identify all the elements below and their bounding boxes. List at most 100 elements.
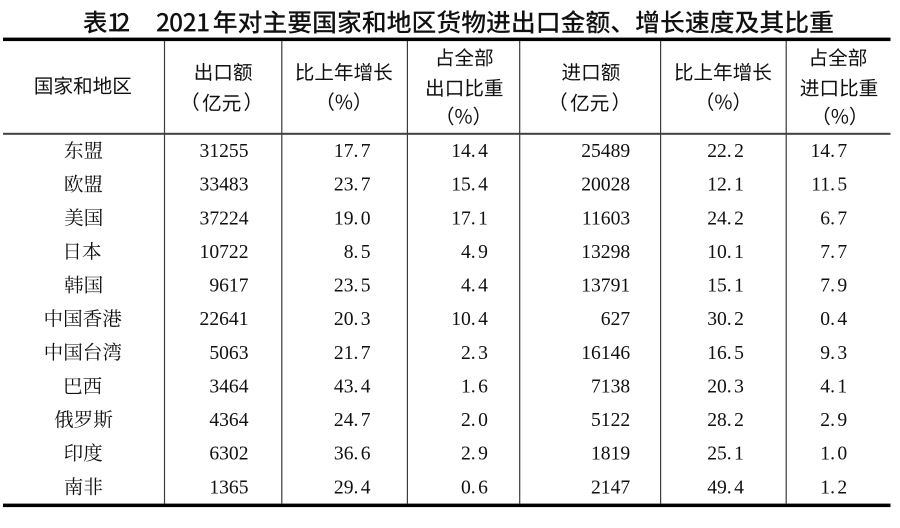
svg-text:21.: 21. <box>334 343 359 364</box>
svg-text:4.: 4. <box>461 276 476 297</box>
svg-text:1.: 1. <box>820 477 835 498</box>
svg-text:25489: 25489 <box>581 141 630 162</box>
svg-text:4.: 4. <box>461 242 476 263</box>
svg-text:24.: 24. <box>707 208 732 229</box>
svg-text:6: 6 <box>478 477 488 498</box>
svg-text:9: 9 <box>478 444 488 465</box>
svg-text:5: 5 <box>837 175 847 196</box>
svg-text:6: 6 <box>361 444 371 465</box>
svg-text:19.: 19. <box>334 208 359 229</box>
svg-text:7138: 7138 <box>591 376 630 397</box>
svg-text:1: 1 <box>734 175 744 196</box>
svg-text:7: 7 <box>837 242 847 263</box>
svg-text:7: 7 <box>361 141 371 162</box>
svg-text:3: 3 <box>837 343 847 364</box>
svg-text:1: 1 <box>478 208 488 229</box>
svg-text:4: 4 <box>478 141 488 162</box>
svg-text:7: 7 <box>361 410 371 431</box>
svg-text:3: 3 <box>734 376 744 397</box>
svg-text:10.: 10. <box>707 242 732 263</box>
svg-text:28.: 28. <box>707 410 732 431</box>
svg-text:2.: 2. <box>461 410 476 431</box>
svg-text:9: 9 <box>837 410 847 431</box>
svg-text:5: 5 <box>361 242 371 263</box>
svg-text:5: 5 <box>734 343 744 364</box>
svg-text:1: 1 <box>837 376 847 397</box>
svg-text:23.: 23. <box>334 175 359 196</box>
svg-text:2147: 2147 <box>591 477 630 498</box>
svg-text:16146: 16146 <box>581 343 630 364</box>
svg-text:1.: 1. <box>820 444 835 465</box>
svg-text:7.: 7. <box>820 242 835 263</box>
svg-text:20.: 20. <box>334 309 359 330</box>
svg-text:1: 1 <box>734 276 744 297</box>
svg-text:7: 7 <box>837 208 847 229</box>
svg-text:14.: 14. <box>811 141 836 162</box>
svg-text:1: 1 <box>734 242 744 263</box>
svg-text:2: 2 <box>734 208 744 229</box>
svg-text:1: 1 <box>734 444 744 465</box>
svg-text:6: 6 <box>478 376 488 397</box>
svg-text:2.: 2. <box>461 444 476 465</box>
svg-text:4: 4 <box>478 175 488 196</box>
svg-text:9617: 9617 <box>209 276 248 297</box>
svg-text:0: 0 <box>478 410 488 431</box>
svg-text:14.: 14. <box>451 141 476 162</box>
svg-text:9: 9 <box>478 242 488 263</box>
svg-text:15.: 15. <box>451 175 476 196</box>
svg-text:627: 627 <box>601 309 631 330</box>
svg-text:15.: 15. <box>707 276 732 297</box>
svg-text:13791: 13791 <box>581 276 630 297</box>
svg-text:5: 5 <box>361 276 371 297</box>
svg-text:17.: 17. <box>334 141 359 162</box>
svg-text:4: 4 <box>837 309 847 330</box>
svg-text:24.: 24. <box>334 410 359 431</box>
svg-text:10.: 10. <box>451 309 476 330</box>
svg-text:6.: 6. <box>820 208 835 229</box>
svg-text:16.: 16. <box>707 343 732 364</box>
svg-text:4.: 4. <box>820 376 835 397</box>
svg-text:2: 2 <box>734 309 744 330</box>
svg-text:13298: 13298 <box>581 242 630 263</box>
svg-text:20.: 20. <box>707 376 732 397</box>
svg-text:7: 7 <box>361 343 371 364</box>
svg-text:1819: 1819 <box>591 444 630 465</box>
svg-text:3: 3 <box>361 309 371 330</box>
svg-text:43.: 43. <box>334 376 359 397</box>
svg-text:7: 7 <box>837 141 847 162</box>
svg-text:30.: 30. <box>707 309 732 330</box>
svg-text:3: 3 <box>478 343 488 364</box>
svg-text:23.: 23. <box>334 276 359 297</box>
svg-text:31255: 31255 <box>200 141 249 162</box>
svg-text:4: 4 <box>478 309 488 330</box>
svg-text:2.: 2. <box>820 410 835 431</box>
svg-text:4: 4 <box>478 276 488 297</box>
svg-text:11603: 11603 <box>582 208 630 229</box>
svg-text:0.: 0. <box>820 309 835 330</box>
svg-text:8.: 8. <box>344 242 359 263</box>
svg-text:25.: 25. <box>707 444 732 465</box>
svg-text:1.: 1. <box>461 376 476 397</box>
svg-text:2: 2 <box>734 141 744 162</box>
svg-text:4: 4 <box>361 477 371 498</box>
svg-text:37224: 37224 <box>200 208 249 229</box>
svg-text:0.: 0. <box>461 477 476 498</box>
svg-text:7.: 7. <box>820 276 835 297</box>
svg-text:22641: 22641 <box>200 309 249 330</box>
svg-text:2: 2 <box>837 477 847 498</box>
svg-text:29.: 29. <box>334 477 359 498</box>
svg-text:5063: 5063 <box>209 343 248 364</box>
svg-text:6302: 6302 <box>209 444 248 465</box>
svg-text:3464: 3464 <box>209 376 248 397</box>
svg-text:49.: 49. <box>707 477 732 498</box>
svg-text:20028: 20028 <box>581 175 630 196</box>
svg-text:0: 0 <box>837 444 847 465</box>
svg-text:36.: 36. <box>334 444 359 465</box>
svg-text:2.: 2. <box>461 343 476 364</box>
svg-text:17.: 17. <box>451 208 476 229</box>
svg-text:12.: 12. <box>707 175 732 196</box>
svg-text:4: 4 <box>361 376 371 397</box>
svg-text:11.: 11. <box>811 175 835 196</box>
svg-text:7: 7 <box>361 175 371 196</box>
svg-text:4364: 4364 <box>209 410 248 431</box>
